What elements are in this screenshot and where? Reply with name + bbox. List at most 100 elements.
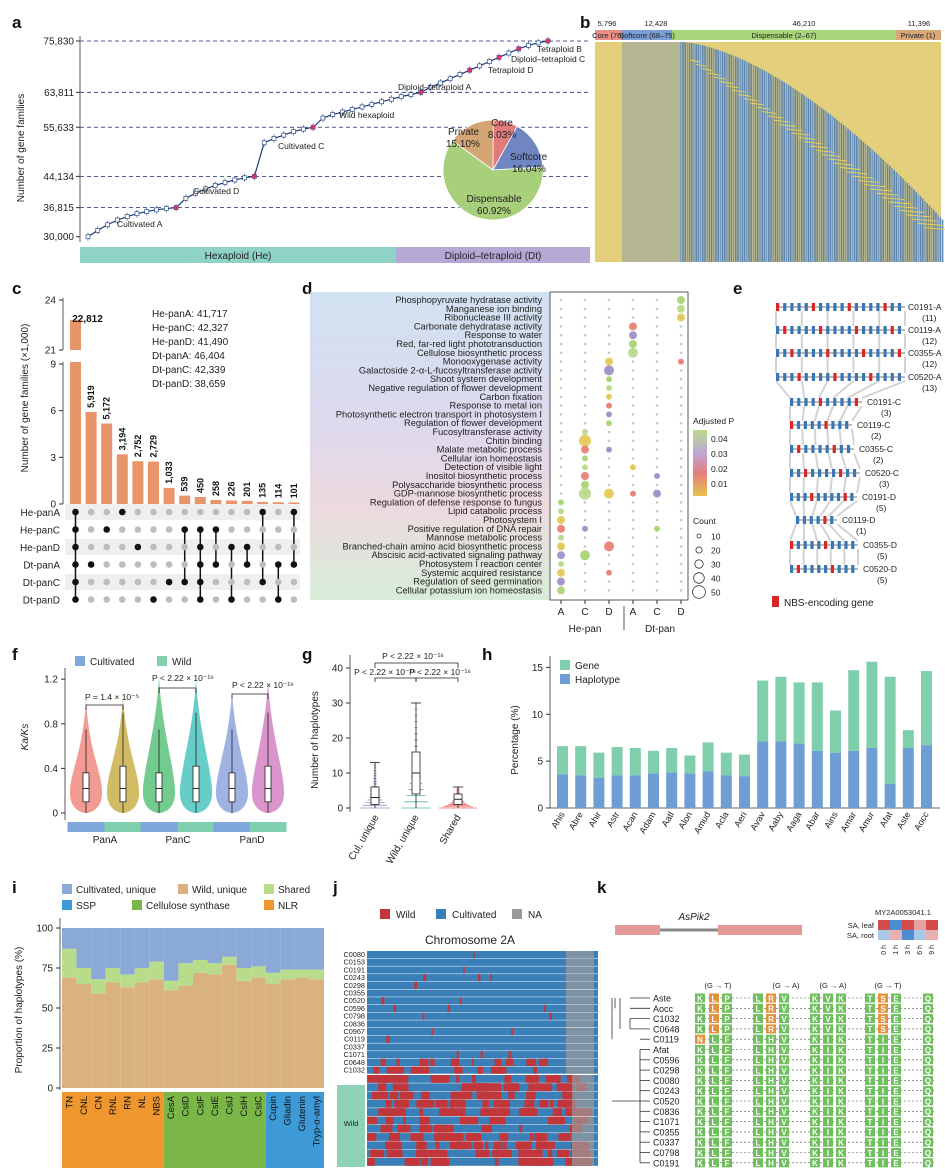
k-aln-residue: K [812,1005,818,1014]
g-tick-label: 20 [332,734,344,745]
d-dot-empty [559,325,563,328]
k-aln-cell [709,1137,719,1147]
e-synteny-link [811,523,819,542]
k-aln-cell [810,1096,820,1106]
e-nbs-gene [890,326,894,334]
j-na-segment [572,1099,594,1108]
k-aln-cell [766,993,776,1003]
a-annot-wild-hex: Wild hexaploid [339,110,395,120]
j-wild-segment [504,1075,512,1083]
k-aln-residue: I [882,1036,884,1045]
e-gene-block [844,541,848,549]
f-legend-cultivated-swatch [75,656,85,666]
e-gene-block [809,516,813,524]
k-aln-residue: T [868,1149,873,1158]
e-synteny-link [815,476,819,494]
j-wild-segment [385,1099,392,1108]
j-wild-segment [494,1158,499,1166]
b-heat-column [820,107,823,262]
panel-label-j: j [332,878,338,897]
k-aln-residue: K [838,1128,844,1137]
e-track-label: C0191-D [862,492,896,502]
i-bar-shared [222,956,237,965]
h-tick-label: 0 [537,804,543,815]
k-aln-residue: V [781,1139,787,1148]
e-gene-block [816,493,820,501]
i-legend-cul-swatch [62,884,72,894]
d-dot [606,446,612,453]
h-category-label: Alon [676,810,694,831]
k-aln-residue: T [868,1087,873,1096]
d-dot [677,296,685,304]
h-bar-haplotype [666,772,678,808]
a-tick-label: 55,633 [43,123,74,134]
d-dot-empty [583,580,587,583]
c-set-size-5: Dt-panC: 42,339 [152,365,226,376]
k-heat-cell [926,920,938,930]
pie-pct-softcore: 16.04% [512,164,546,175]
h-category-label: Afat [878,810,895,829]
j-na-segment [566,1051,594,1059]
c-matrix-dot-off [134,526,142,533]
k-aln-residue: E [893,1097,899,1106]
j-row-cultivated [367,1004,598,1013]
e-synteny-link [813,405,820,422]
e-synteny-link [801,405,806,422]
d-dot-empty [679,413,683,416]
d-dot [604,541,614,552]
k-aln-cell [823,1014,833,1024]
j-wild-segment [386,1035,390,1043]
panel-a: a Number of gene families 75,83063,81155… [12,13,590,263]
d-dot [677,313,685,322]
k-aln-residue: K [697,1128,703,1137]
k-aln-residue: E [893,1036,899,1045]
a-tick-label: 30,000 [43,232,74,243]
b-heat-streak [773,119,790,123]
k-time-label: 6 h [917,945,924,955]
d-count-title: Count [693,516,716,526]
d-dot-empty [631,360,635,363]
b-heat-column [926,203,928,262]
e-synteny-link [802,500,806,517]
a-marker [516,46,521,52]
j-legend-na-swatch [512,909,522,919]
k-aln-residue: S [880,1015,886,1024]
h-category-label: Ains [822,810,840,831]
h-category-label: Aatl [660,810,676,828]
panel-label-d: d [302,279,312,298]
k-aln-residue: K [838,1025,844,1034]
a-point [105,222,110,228]
d-dot-empty [559,483,563,487]
b-heat-column [829,114,832,262]
d-dot-empty [607,342,611,346]
e-nbs-gene [776,303,780,311]
j-wild-segment [430,1058,435,1066]
k-heat-cell [902,920,914,930]
k-aln-cell [923,1075,933,1085]
d-dot-empty [679,430,683,434]
b-heat-streak [875,192,899,196]
j-wild-segment [420,1058,429,1066]
i-bar-wild [265,984,281,1088]
k-aln-residue: L [712,1015,717,1024]
k-aln-residue: K [838,1077,844,1086]
e-nbs-gene [824,541,828,549]
a-annot-cult-d: Cultivated D [193,186,239,196]
d-dot-empty [631,430,635,434]
k-aln-cell [753,1065,763,1075]
c-bar-label: 22,812 [72,314,103,325]
c-matrix-dot-off [212,596,220,603]
e-nbs-gene [843,493,847,501]
j-wild-segment [389,1133,399,1141]
j-wild-segment [459,997,462,1005]
k-aln-residue: F [725,1056,730,1065]
d-dot-empty [679,518,683,522]
e-gene-block [840,349,844,357]
j-wild-segment [446,1124,454,1133]
j-wild-segment [398,1075,409,1083]
a-point [154,207,159,213]
a-point [163,206,169,211]
k-aln-cell [695,1075,705,1085]
b-heat-column [682,42,684,262]
a-band-hexaploid [80,247,396,263]
